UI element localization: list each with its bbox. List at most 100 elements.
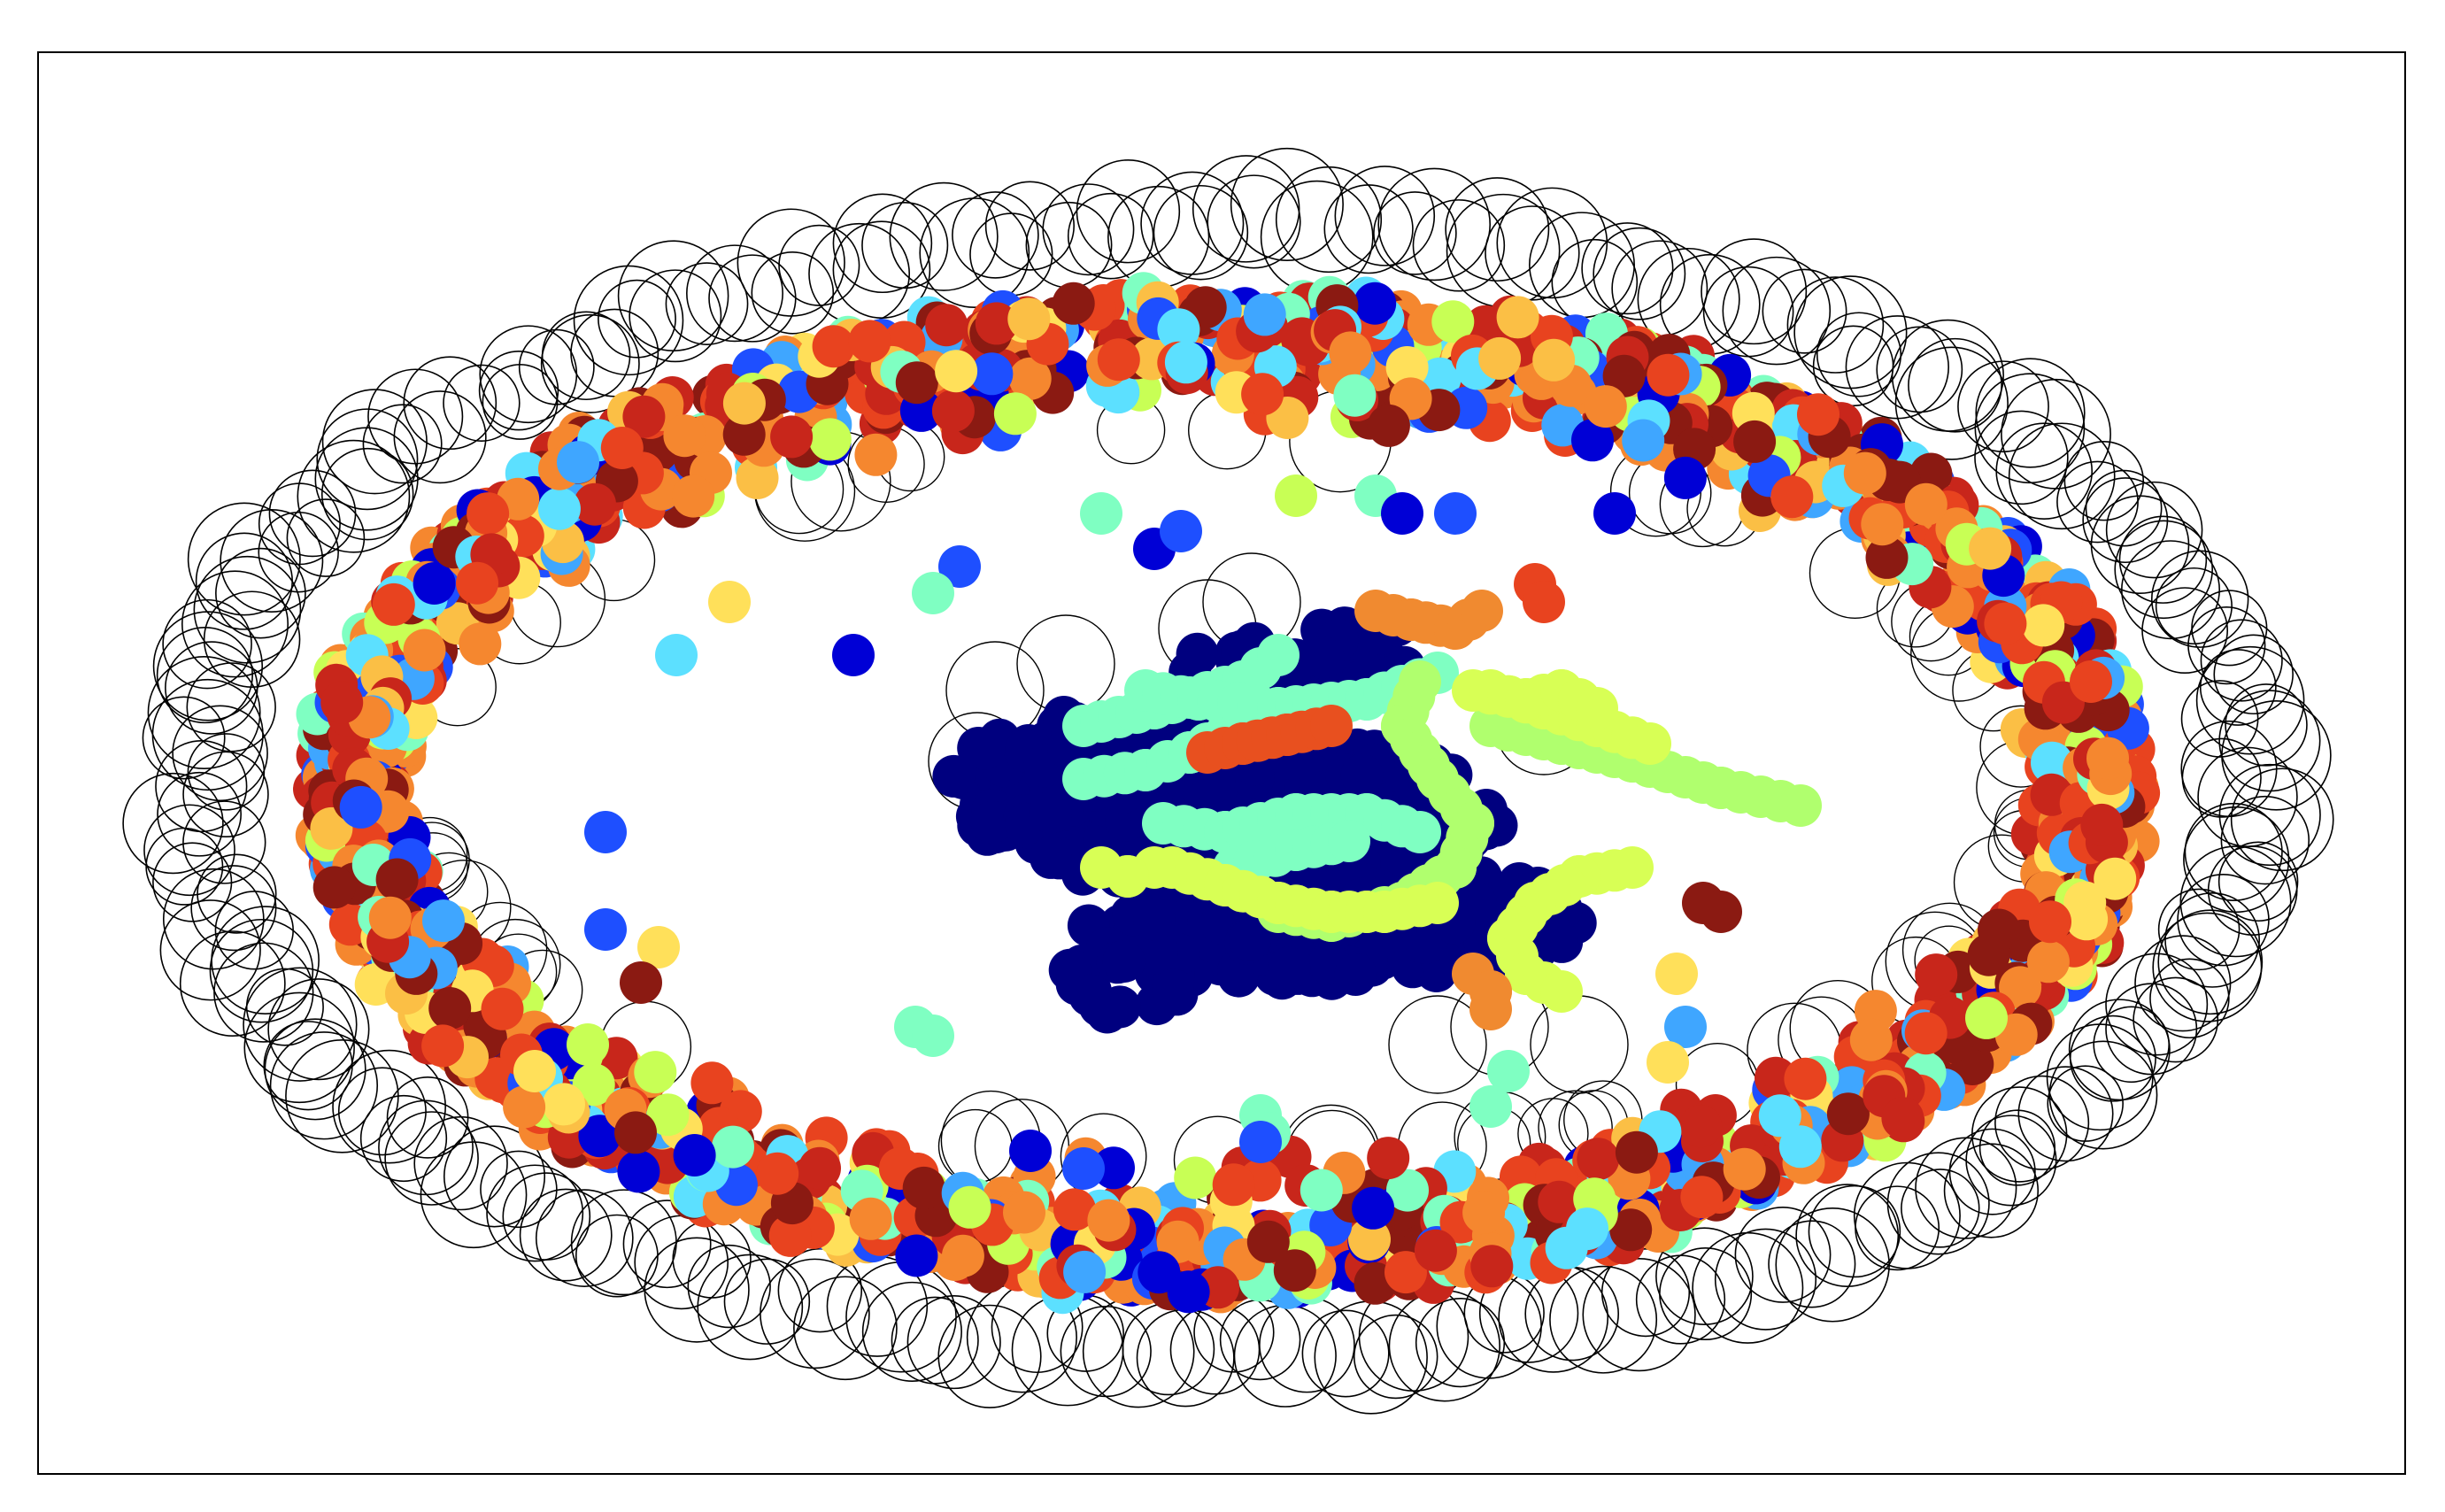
graph-node	[1246, 1220, 1290, 1263]
graph-node	[2022, 604, 2065, 647]
self-loop-edge	[502, 1172, 591, 1261]
self-loop-edge	[190, 865, 277, 952]
graph-node	[1030, 836, 1073, 879]
self-loop-edge	[629, 269, 722, 363]
self-loop-edge	[155, 739, 248, 833]
graph-node	[1399, 811, 1441, 853]
self-loop-edge	[193, 555, 302, 664]
graph-node	[768, 1214, 812, 1257]
self-loop-edge	[1067, 192, 1154, 280]
graph-node	[1680, 1176, 1724, 1219]
self-loop-edge	[686, 244, 783, 343]
self-loop-edge	[2121, 540, 2220, 640]
self-loop-edge	[443, 1125, 546, 1228]
graph-node	[421, 1024, 465, 1068]
graph-node	[637, 926, 680, 968]
self-loop-edge	[1042, 183, 1135, 276]
self-loop-edge	[778, 224, 860, 306]
graph-node	[798, 1146, 841, 1190]
graph-node	[1999, 966, 2042, 1009]
graph-node	[895, 361, 938, 405]
graph-node	[1861, 503, 1904, 546]
graph-node	[368, 896, 412, 939]
graph-node	[1865, 536, 1909, 579]
self-loop-edge	[2177, 873, 2270, 967]
self-loop-edge	[478, 350, 559, 431]
graph-node	[413, 562, 456, 605]
self-loop-edge	[1659, 1246, 1753, 1341]
self-loop-edge	[2207, 845, 2298, 936]
self-loop-edge	[2056, 460, 2139, 544]
self-loop-edge	[598, 279, 676, 359]
self-loop-edge	[2187, 606, 2266, 685]
graph-node	[557, 441, 599, 484]
graph-node	[2029, 900, 2071, 944]
self-loop-edge	[2157, 909, 2264, 1015]
graph-node	[1030, 791, 1073, 834]
self-loop-edge	[2180, 680, 2259, 758]
self-loop-edge	[245, 968, 324, 1046]
self-loop-edge	[359, 1094, 448, 1183]
self-loop-edge	[2134, 935, 2232, 1032]
self-loop-edge	[1692, 1231, 1804, 1344]
graph-node	[849, 1197, 892, 1240]
graph-node	[1655, 953, 1698, 995]
graph-node	[1310, 705, 1353, 747]
graph-node	[1609, 1208, 1653, 1252]
self-loop-edge	[808, 222, 911, 325]
self-loop-edge	[1714, 1228, 1817, 1331]
self-loop-edge	[2200, 619, 2283, 702]
graph-node	[1334, 953, 1377, 996]
self-loop-edge	[665, 262, 749, 345]
graph-node	[770, 415, 814, 459]
graph-node	[1431, 300, 1475, 343]
self-loop-edge	[1082, 1295, 1195, 1408]
self-loop-edge	[179, 930, 286, 1037]
graph-node	[935, 350, 978, 393]
self-loop-edge	[243, 967, 358, 1082]
graph-node	[1461, 590, 1503, 632]
self-loop-edge	[1701, 238, 1808, 345]
self-loop-edge	[2085, 469, 2163, 547]
self-loop-edge	[337, 1067, 427, 1156]
self-loop-edge	[122, 772, 224, 875]
graph-node	[1007, 297, 1051, 341]
self-loop-edge	[723, 1258, 811, 1345]
graph-node	[895, 1234, 938, 1277]
self-loop-edge	[2184, 802, 2283, 901]
graph-node	[912, 1014, 954, 1057]
self-loop-edge	[687, 1244, 771, 1329]
self-loop-edge	[420, 1141, 528, 1249]
graph-node	[2094, 857, 2137, 900]
self-loop-edge	[143, 804, 235, 897]
self-loop-edge	[2152, 912, 2263, 1022]
graph-node	[993, 392, 1037, 436]
graph-node	[1679, 1105, 1723, 1148]
self-loop-edge	[197, 853, 277, 934]
graph-node	[1487, 1050, 1530, 1092]
graph-node	[975, 302, 1018, 345]
self-loop-edge	[832, 220, 931, 320]
graph-node	[403, 629, 446, 672]
self-loop-edge	[519, 1188, 613, 1282]
self-loop-edge	[1207, 174, 1301, 269]
graph-node	[375, 858, 419, 901]
graph-node	[1416, 882, 1459, 924]
self-loop-edge	[1353, 1314, 1438, 1400]
self-loop-edge	[1876, 326, 1963, 413]
self-loop-edge	[314, 427, 419, 531]
self-loop-edge	[575, 1214, 659, 1298]
self-loop-edge	[2230, 768, 2334, 872]
self-loop-edge	[1260, 180, 1374, 294]
graph-node	[312, 866, 356, 909]
self-loop-edge	[258, 511, 339, 593]
graph-node	[941, 1234, 984, 1277]
graph-node	[970, 800, 1014, 844]
self-loop-edge	[1122, 1302, 1215, 1396]
graph-node	[1469, 988, 1512, 1030]
graph-node	[1241, 373, 1284, 416]
graph-node	[854, 433, 898, 476]
graph-node	[1969, 527, 2012, 570]
self-loop-edge	[2225, 683, 2308, 767]
graph-node	[1157, 308, 1200, 351]
